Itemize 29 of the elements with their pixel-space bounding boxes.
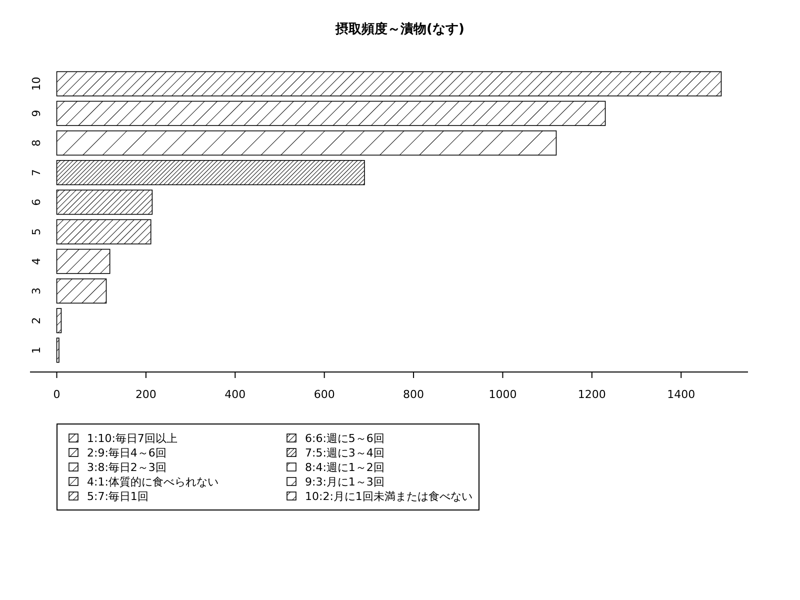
- y-tick-label: 4: [30, 258, 43, 265]
- legend-label: 2:9:毎日4～6回: [87, 446, 166, 460]
- x-tick-label: 800: [403, 388, 424, 401]
- y-tick-label: 2: [30, 317, 43, 324]
- legend-label: 8:4:週に1～2回: [305, 461, 384, 474]
- y-tick-label: 6: [30, 198, 43, 206]
- y-tick-label: 9: [30, 110, 43, 117]
- legend-label: 10:2:月に1回未満または食べない: [305, 490, 472, 503]
- y-tick-label: 7: [30, 169, 43, 176]
- legend-label: 1:10:毎日7回以上: [87, 432, 178, 445]
- legend-label: 5:7:毎日1回: [87, 490, 148, 503]
- chart-title: 摂取頻度～漬物(なす): [334, 21, 464, 37]
- x-tick-label: 600: [314, 388, 335, 401]
- x-tick-label: 1400: [667, 388, 696, 401]
- legend-label: 7:5:週に3～4回: [305, 446, 384, 460]
- x-tick-label: 1000: [488, 388, 517, 401]
- legend-label: 4:1:体質的に食べられない: [87, 476, 218, 488]
- y-tick-label: 5: [30, 228, 43, 236]
- y-tick-label: 8: [30, 140, 43, 146]
- y-tick-label: 10: [30, 76, 43, 91]
- legend-label: 6:6:週に5～6回: [305, 432, 384, 445]
- x-tick-label: 0: [53, 388, 60, 401]
- legend-label: 3:8:毎日2～3回: [87, 461, 166, 474]
- x-tick-label: 400: [224, 388, 246, 401]
- x-tick-label: 1200: [578, 388, 606, 401]
- legend-label: 9:3:月に1～3回: [305, 476, 384, 488]
- y-tick-label: 1: [30, 346, 43, 354]
- y-tick-label: 3: [30, 288, 43, 294]
- x-tick-label: 200: [135, 388, 156, 401]
